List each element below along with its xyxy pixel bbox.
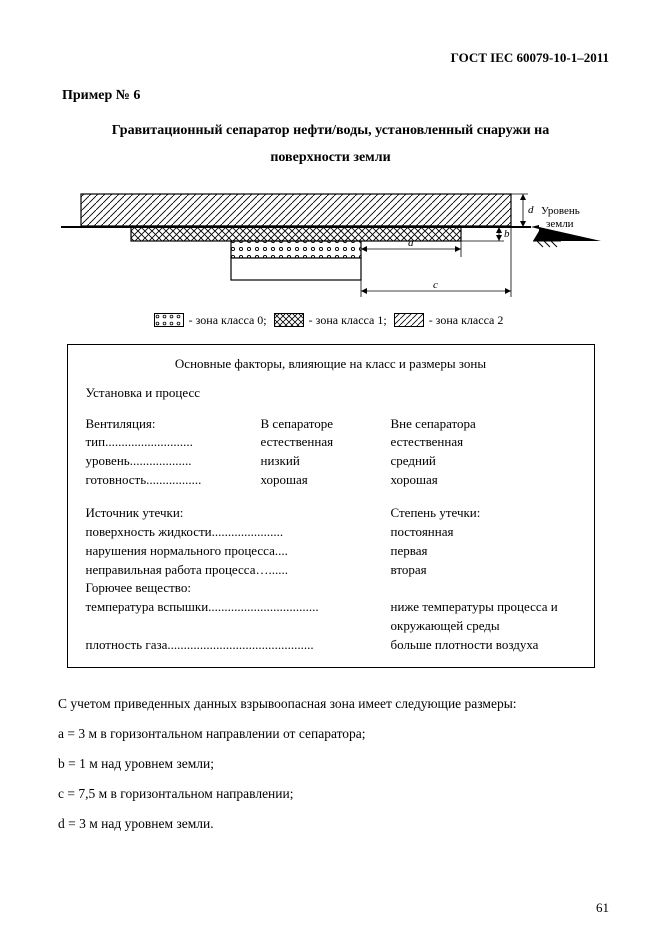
separator-diagram: Уровень земли d b a c [61,189,601,304]
factors-box: Основные факторы, влияющие на класс и ра… [67,344,595,668]
legend-zone0-label: - зона класса 0; [189,313,267,327]
legend-zone0-icon [154,313,184,327]
svg-text:d: d [528,204,534,216]
process-disturbance: нарушения нормального процесса.... [86,542,391,561]
note-b: b = 1 м над уровнем земли; [58,756,609,772]
level-in: низкий [261,452,391,471]
example-number: Пример № 6 [62,88,609,104]
flash-temp: температура вспышки.....................… [86,598,391,636]
document-header: ГОСТ IEC 60079-10-1–2011 [52,50,609,66]
level-out: средний [391,452,576,471]
ground-label: Уровень [541,205,580,217]
ready-in: хорошая [261,471,391,490]
notes-intro: С учетом приведенных данных взрывоопасна… [58,696,609,712]
svg-text:c: c [433,279,438,291]
note-d: d = 3 м над уровнем земли. [58,816,609,832]
liquid-surface-deg: постоянная [391,523,576,542]
page-number: 61 [596,900,609,916]
factors-title: Основные факторы, влияющие на класс и ра… [86,355,576,374]
type-out: естественная [391,433,576,452]
type-label: тип........................... [86,433,261,452]
ready-label: готовность................. [86,471,261,490]
fuel-label: Горючее вещество: [86,579,391,598]
process-wrong: неправильная работа процесса…...... [86,561,391,580]
leak-source-label: Источник утечки: [86,504,391,523]
legend-zone1-icon [274,313,304,327]
diagram-legend: - зона класса 0; - зона класса 1; - зона… [52,312,609,328]
title-line-1: Гравитационный сепаратор нефти/воды, уст… [112,123,549,138]
legend-zone2-icon [394,313,424,327]
legend-zone2-label: - зона класса 2 [429,313,504,327]
ventilation-label: Вентиляция: [86,415,261,434]
svg-text:b: b [504,228,510,240]
svg-text:земли: земли [546,218,574,230]
liquid-surface: поверхность жидкости....................… [86,523,391,542]
type-in: естественная [261,433,391,452]
install-process-label: Установка и процесс [86,384,576,403]
legend-zone1-label: - зона класса 1; [309,313,387,327]
col-header-out: Вне сепаратора [391,415,576,434]
note-a: a = 3 м в горизонтальном направлении от … [58,726,609,742]
notes-block: С учетом приведенных данных взрывоопасна… [58,696,609,832]
example-title: Гравитационный сепаратор нефти/воды, уст… [52,118,609,171]
leak-degree-label: Степень утечки: [391,504,576,523]
note-c: c = 7,5 м в горизонтальном направлении; [58,786,609,802]
svg-text:a: a [408,237,414,249]
ready-out: хорошая [391,471,576,490]
process-wrong-deg: вторая [391,561,576,580]
gas-density: плотность газа..........................… [86,636,391,655]
flash-temp-val: ниже температуры процесса и окружающей с… [391,598,576,636]
process-disturbance-deg: первая [391,542,576,561]
gas-density-val: больше плотности воздуха [391,636,576,655]
title-line-2: поверхности земли [270,150,390,165]
level-label: уровень................... [86,452,261,471]
col-header-in: В сепараторе [261,415,391,434]
